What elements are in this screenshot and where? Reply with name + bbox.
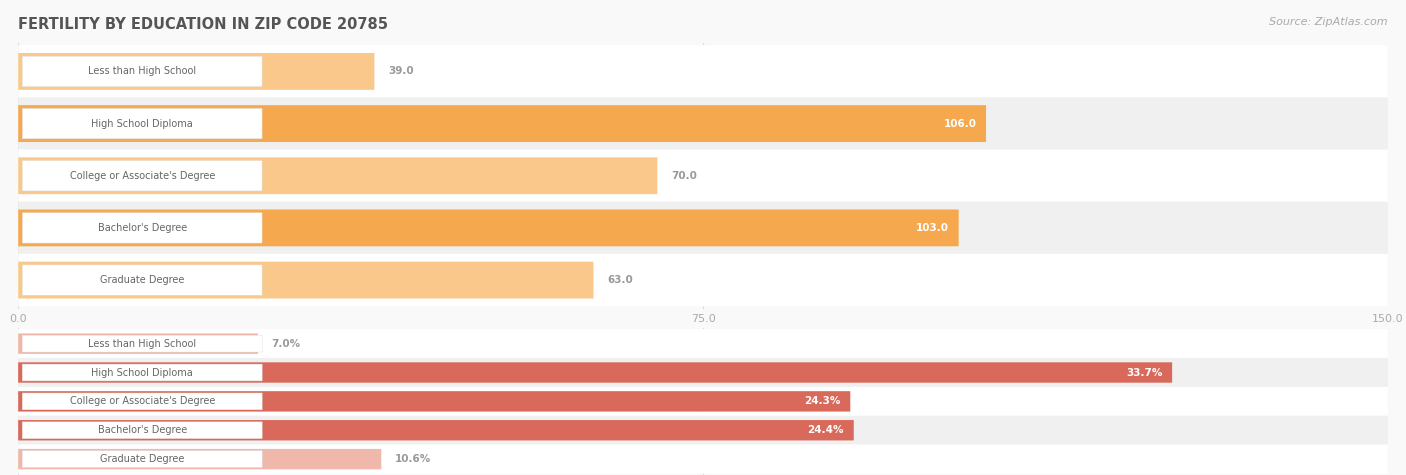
Text: Graduate Degree: Graduate Degree xyxy=(100,275,184,285)
Text: Bachelor's Degree: Bachelor's Degree xyxy=(97,425,187,435)
FancyBboxPatch shape xyxy=(18,209,959,247)
FancyBboxPatch shape xyxy=(18,333,259,354)
Text: 24.3%: 24.3% xyxy=(804,396,841,407)
FancyBboxPatch shape xyxy=(18,105,986,142)
Text: Less than High School: Less than High School xyxy=(89,66,197,76)
Text: 39.0: 39.0 xyxy=(388,66,413,76)
Text: 70.0: 70.0 xyxy=(671,171,697,181)
FancyBboxPatch shape xyxy=(18,262,593,298)
FancyBboxPatch shape xyxy=(18,53,374,90)
FancyBboxPatch shape xyxy=(22,393,262,410)
FancyBboxPatch shape xyxy=(18,416,1388,445)
FancyBboxPatch shape xyxy=(18,150,1388,202)
FancyBboxPatch shape xyxy=(18,202,1388,254)
FancyBboxPatch shape xyxy=(22,213,262,243)
Text: 103.0: 103.0 xyxy=(917,223,949,233)
Text: 24.4%: 24.4% xyxy=(807,425,844,435)
Text: 63.0: 63.0 xyxy=(607,275,633,285)
Text: Graduate Degree: Graduate Degree xyxy=(100,454,184,464)
FancyBboxPatch shape xyxy=(18,358,1388,387)
FancyBboxPatch shape xyxy=(22,265,262,295)
FancyBboxPatch shape xyxy=(18,420,853,440)
Text: FERTILITY BY EDUCATION IN ZIP CODE 20785: FERTILITY BY EDUCATION IN ZIP CODE 20785 xyxy=(18,17,388,32)
Text: College or Associate's Degree: College or Associate's Degree xyxy=(69,396,215,407)
FancyBboxPatch shape xyxy=(22,108,262,139)
Text: 7.0%: 7.0% xyxy=(271,339,301,349)
FancyBboxPatch shape xyxy=(18,445,1388,474)
FancyBboxPatch shape xyxy=(18,362,1173,383)
Text: 10.6%: 10.6% xyxy=(395,454,432,464)
Text: Less than High School: Less than High School xyxy=(89,339,197,349)
FancyBboxPatch shape xyxy=(22,451,262,467)
Text: 33.7%: 33.7% xyxy=(1126,368,1163,378)
FancyBboxPatch shape xyxy=(18,97,1388,150)
FancyBboxPatch shape xyxy=(18,157,658,194)
FancyBboxPatch shape xyxy=(22,161,262,191)
Text: High School Diploma: High School Diploma xyxy=(91,119,193,129)
FancyBboxPatch shape xyxy=(18,329,1388,358)
Text: College or Associate's Degree: College or Associate's Degree xyxy=(69,171,215,181)
FancyBboxPatch shape xyxy=(18,387,1388,416)
Text: Bachelor's Degree: Bachelor's Degree xyxy=(97,223,187,233)
Text: High School Diploma: High School Diploma xyxy=(91,368,193,378)
FancyBboxPatch shape xyxy=(18,391,851,411)
FancyBboxPatch shape xyxy=(18,254,1388,306)
FancyBboxPatch shape xyxy=(18,45,1388,98)
FancyBboxPatch shape xyxy=(22,335,262,352)
FancyBboxPatch shape xyxy=(18,449,381,469)
FancyBboxPatch shape xyxy=(22,56,262,86)
FancyBboxPatch shape xyxy=(22,422,262,438)
Text: 106.0: 106.0 xyxy=(943,119,976,129)
Text: Source: ZipAtlas.com: Source: ZipAtlas.com xyxy=(1270,17,1388,27)
FancyBboxPatch shape xyxy=(22,364,262,381)
